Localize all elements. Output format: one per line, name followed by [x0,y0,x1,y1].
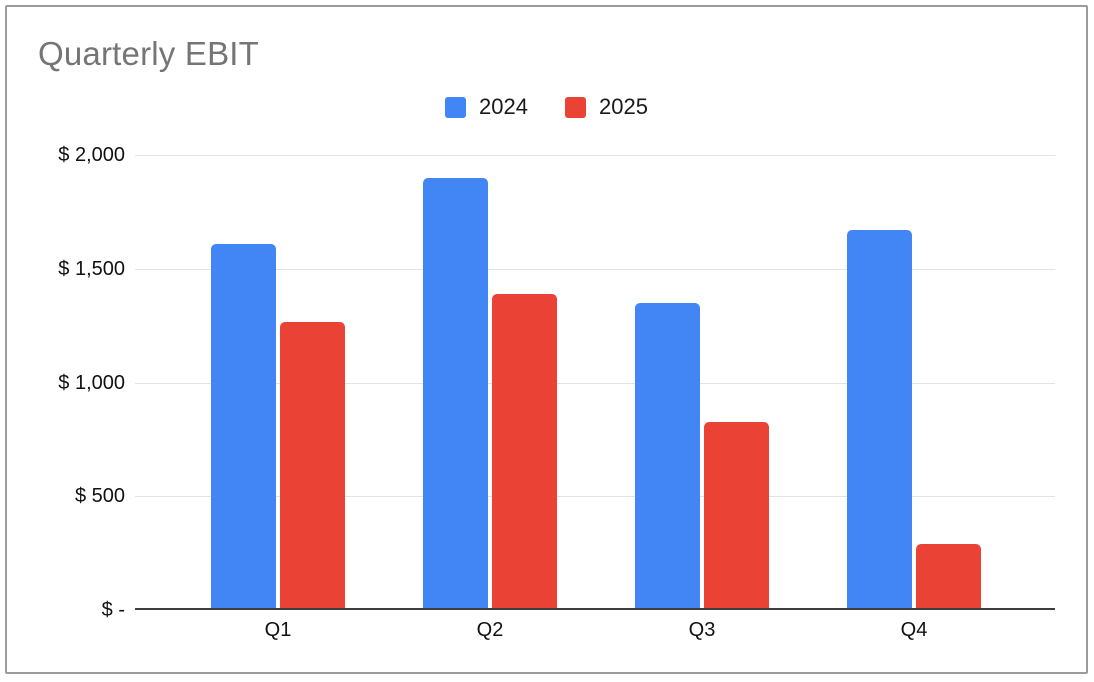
chart-frame: Quarterly EBIT 2024 2025 $ - $ 500 $ 1,000… [5,5,1088,674]
bar-2025-Q2[interactable] [492,293,557,610]
legend: 2024 2025 [7,94,1086,120]
x-axis-category-label: Q2 [476,619,504,641]
bar-2025-Q4[interactable] [916,544,981,610]
legend-label-2024: 2024 [479,94,528,119]
y-axis-tick-label: $ 1,000 [58,371,125,394]
bar-2024-Q3[interactable] [635,302,700,610]
bar-2024-Q4[interactable] [847,230,912,610]
y-axis-tick-label: $ - [101,599,125,621]
x-axis-category-label: Q3 [688,619,716,641]
y-axis-tick-label: $ 1,500 [58,257,125,280]
bar-2025-Q3[interactable] [704,422,769,610]
legend-item-2024[interactable]: 2024 [445,94,528,120]
x-axis-category-label: Q4 [900,619,928,641]
gridline [135,155,1055,156]
y-axis-tick-label: $ 2,000 [58,144,125,166]
chart-title: Quarterly EBIT [38,35,260,72]
plot-area: $ - $ 500 $ 1,000 $ 1,500 $ 2,000 Q1 Q2 Q3 Q4 [58,144,1055,641]
legend-swatch-2024-icon [445,96,467,118]
legend-label-2025: 2025 [599,94,648,119]
bar-2025-Q1[interactable] [280,322,345,610]
y-axis-tick-label: $ 500 [74,485,125,508]
legend-item-2025[interactable]: 2025 [565,94,648,120]
legend-swatch-2025-icon [565,96,586,118]
gridline [135,496,1055,498]
bar-2024-Q2[interactable] [423,177,488,610]
gridline [135,268,1055,270]
x-axis-category-label: Q1 [264,619,292,641]
x-axis-line [135,608,1055,610]
gridline [135,382,1055,384]
bar-2024-Q1[interactable] [211,243,276,610]
